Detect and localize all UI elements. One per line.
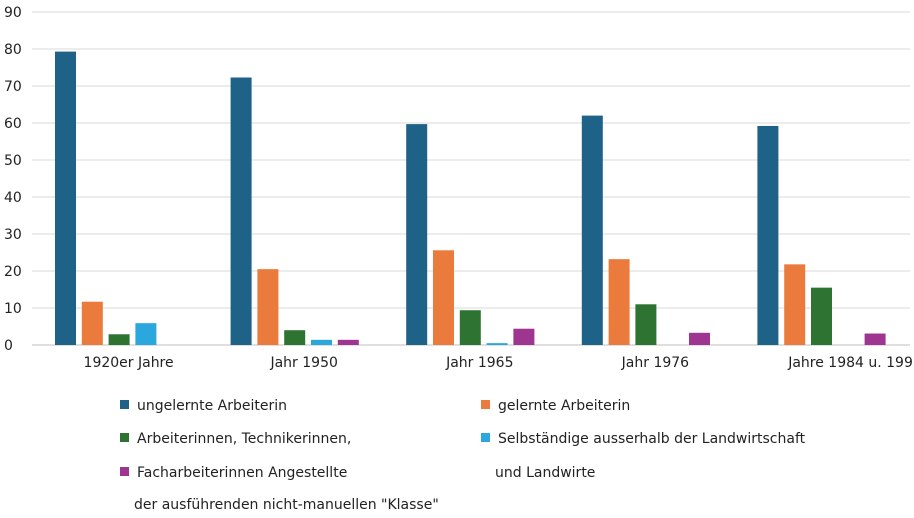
bar-5-5 <box>864 333 886 345</box>
y-tick-label: 80 <box>4 42 22 58</box>
bar-4-5 <box>689 332 710 345</box>
bar-3-3 <box>459 310 481 345</box>
legend-swatch <box>120 433 129 442</box>
bar-5-1 <box>757 125 779 346</box>
x-category-label: 1920er Jahre <box>84 355 174 371</box>
legend-item-selbstaendige: Selbständige ausserhalb der Landwirtscha… <box>481 431 805 447</box>
bar-5-2 <box>784 264 806 345</box>
bar-5-3 <box>811 287 832 345</box>
bar-3-1 <box>406 124 428 345</box>
bar-3-5 <box>513 328 535 345</box>
legend-swatch <box>120 467 129 476</box>
legend-continuation-klasse: der ausführenden nicht-manuellen "Klasse… <box>134 497 439 513</box>
bar-4-3 <box>635 304 657 345</box>
legend-label: Arbeiterinnen, Technikerinnen, <box>137 431 352 447</box>
x-category-label: Jahre 1984 u. 1993 <box>787 355 914 371</box>
x-category-label: Jahr 1950 <box>269 355 337 371</box>
bar-2-1 <box>230 77 252 346</box>
y-tick-label: 40 <box>4 190 22 206</box>
bar-2-2 <box>257 269 279 345</box>
y-tick-label: 10 <box>4 301 22 317</box>
y-tick-label: 90 <box>4 5 22 21</box>
legend-item-facharbeiterinnen: Facharbeiterinnen Angestellte <box>120 465 347 481</box>
bar-2-5 <box>337 339 359 345</box>
legend-swatch <box>120 400 129 409</box>
bar-1-3 <box>108 334 130 345</box>
legend-label: ungelernte Arbeiterin <box>137 398 288 414</box>
bar-1-2 <box>81 301 103 345</box>
y-tick-label: 20 <box>4 264 22 280</box>
y-tick-label: 30 <box>4 227 22 243</box>
legend-label: gelernte Arbeiterin <box>498 398 631 414</box>
bar-3-2 <box>433 250 454 345</box>
y-tick-label: 50 <box>4 153 22 169</box>
bar-4-2 <box>608 259 630 345</box>
legend-label: Selbständige ausserhalb der Landwirtscha… <box>498 431 806 447</box>
bar-3-4 <box>486 343 508 345</box>
y-tick-label: 0 <box>4 338 13 354</box>
legend-item-gelernte: gelernte Arbeiterin <box>481 398 630 414</box>
legend-label: Facharbeiterinnen Angestellte <box>137 465 348 481</box>
legend-swatch <box>481 433 490 442</box>
x-category-label: Jahr 1965 <box>445 355 513 371</box>
bar-2-3 <box>284 330 306 345</box>
legend-item-ungelernte: ungelernte Arbeiterin <box>120 398 287 414</box>
bar-1-1 <box>55 51 76 346</box>
bar-1-4 <box>135 323 157 345</box>
legend-continuation-landwirte: und Landwirte <box>495 465 596 481</box>
x-category-label: Jahr 1976 <box>621 355 690 371</box>
bar-2-4 <box>311 339 332 345</box>
bar-chart: 0 10 20 30 40 50 60 70 80 90 1920er Jahre Jahr 1950… <box>4 5 914 371</box>
bar-4-1 <box>581 115 603 345</box>
legend-item-arbeiterinnen: Arbeiterinnen, Technikerinnen, <box>120 431 351 447</box>
y-tick-label: 70 <box>4 79 22 95</box>
y-tick-label: 60 <box>4 116 22 132</box>
legend-swatch <box>481 400 490 409</box>
